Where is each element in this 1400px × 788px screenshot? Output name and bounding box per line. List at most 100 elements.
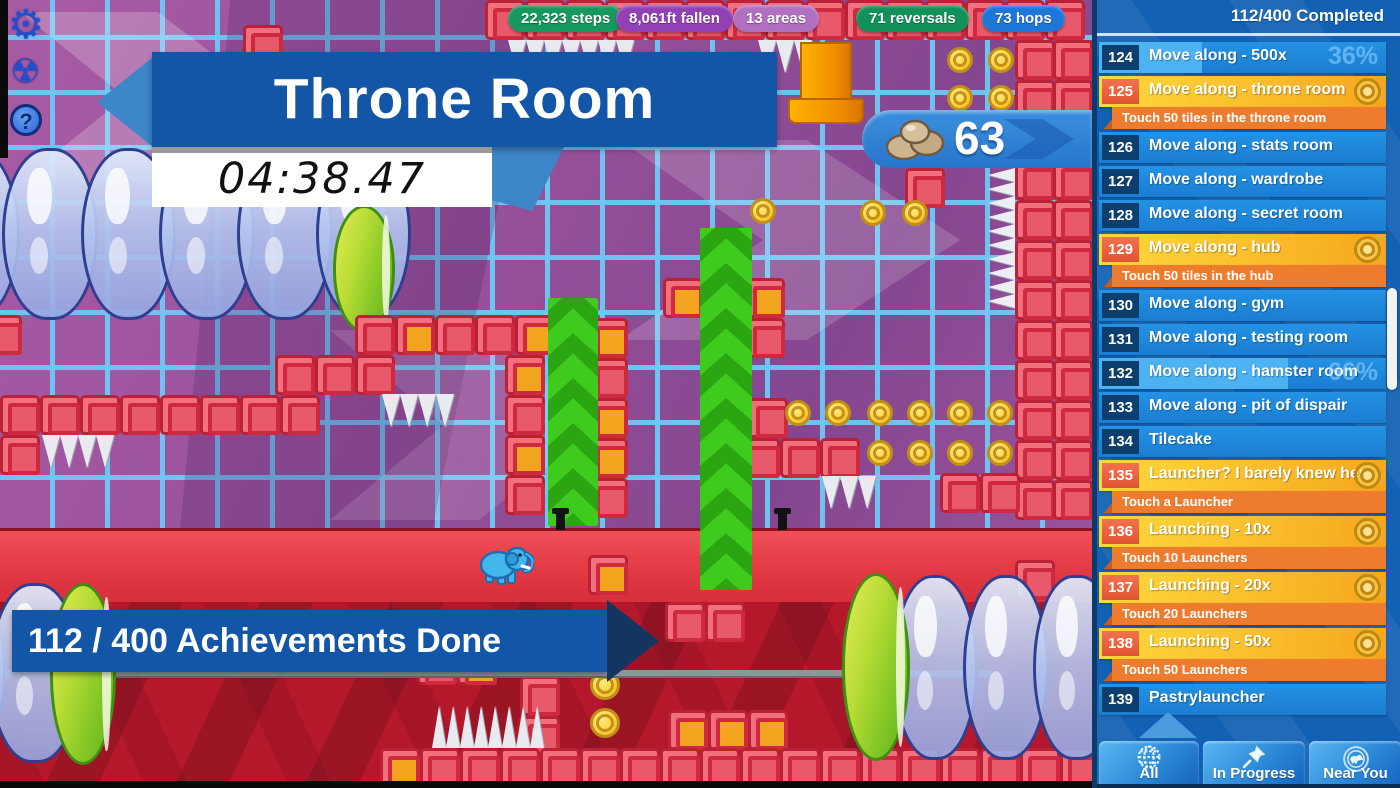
- up-chevron: [700, 308, 752, 352]
- achievement-label: Move along - gym: [1149, 295, 1285, 312]
- achievement-number: 135: [1102, 463, 1139, 488]
- coin: [907, 400, 933, 426]
- achievement-row[interactable]: 132 Move along - hamster room 66%: [1099, 358, 1386, 389]
- block-tile: [1015, 360, 1055, 400]
- up-chevron: [700, 533, 752, 577]
- coin: [947, 440, 973, 466]
- block-tile: [705, 602, 745, 642]
- spike-down: [840, 476, 858, 509]
- achievement-row[interactable]: 129 Move along - hub: [1099, 234, 1386, 265]
- elephant-icon: [1341, 744, 1371, 779]
- coin: [987, 400, 1013, 426]
- spike-down: [822, 476, 840, 509]
- achievement-row[interactable]: 127 Move along - wardrobe: [1099, 166, 1386, 197]
- stat-pill: 13 areas: [733, 5, 820, 32]
- block-tile: [1053, 320, 1092, 360]
- achievement-subtitle: Touch 50 tiles in the hub: [1104, 265, 1386, 287]
- achievement-label: Move along - stats room: [1149, 137, 1334, 154]
- achievement-row[interactable]: 126 Move along - stats room: [1099, 132, 1386, 163]
- up-chevron: [548, 298, 598, 332]
- spike-up: [460, 706, 474, 748]
- coin: [902, 200, 928, 226]
- coin: [947, 400, 973, 426]
- achievements-sidebar: 112/400 Completed 124 Move along - 500x 36…: [1092, 0, 1400, 788]
- block-tile: [315, 355, 355, 395]
- spike-left: [988, 238, 1015, 252]
- achievement-row[interactable]: 139 Pastrylauncher: [1099, 684, 1386, 715]
- block-tile: [980, 473, 1020, 513]
- achievement-row[interactable]: 134 Tilecake: [1099, 426, 1386, 457]
- block-tile: [1053, 360, 1092, 400]
- tab-all[interactable]: All: [1099, 741, 1199, 784]
- spike-left: [988, 266, 1015, 280]
- achievement-number: 134: [1102, 429, 1139, 454]
- achievement-number: 132: [1102, 361, 1139, 386]
- radiation-icon[interactable]: ☢: [10, 53, 41, 91]
- spike-down: [60, 435, 78, 468]
- block-tile: [663, 278, 703, 318]
- achievement-row[interactable]: 133 Move along - pit of dispair: [1099, 392, 1386, 423]
- plunger-stem: [800, 42, 852, 102]
- achievement-number: 128: [1102, 203, 1139, 228]
- tab-in-progress[interactable]: In Progress: [1203, 741, 1305, 784]
- spike-down: [42, 435, 60, 468]
- spike-up: [502, 706, 516, 748]
- pipe-segment: [1033, 575, 1092, 760]
- block-tile: [708, 710, 748, 750]
- spike-left: [988, 224, 1015, 238]
- room-title-banner: Throne Room: [152, 52, 777, 147]
- room-timer-box: 04:38.47: [152, 147, 492, 207]
- achievement-number: 129: [1102, 237, 1139, 262]
- achievement-row[interactable]: 125 Move along - throne room: [1099, 76, 1386, 107]
- coin: [988, 47, 1014, 73]
- achievement-label: Move along - hamster room: [1149, 363, 1358, 380]
- achievements-list: 124 Move along - 500x 36% 125 Move along - t…: [1099, 40, 1386, 788]
- block-tile: [748, 710, 788, 750]
- tab-label: In Progress: [1212, 765, 1296, 782]
- block-tile: [0, 315, 22, 355]
- question-icon[interactable]: ?: [10, 104, 42, 136]
- spike-up: [516, 706, 530, 748]
- block-tile: [1015, 320, 1055, 360]
- block-tile: [40, 395, 80, 435]
- block-tile: [395, 315, 435, 355]
- coin: [825, 400, 851, 426]
- achievement-row[interactable]: 131 Move along - testing room: [1099, 324, 1386, 355]
- coin-reward-icon: [1354, 78, 1381, 105]
- achievement-number: 136: [1102, 519, 1139, 544]
- achievement-row[interactable]: 138 Launching - 50x: [1099, 628, 1386, 659]
- banner-arrow-right: [607, 600, 659, 682]
- rock-count: 63: [954, 112, 1006, 164]
- achievement-row[interactable]: 128 Move along - secret room: [1099, 200, 1386, 231]
- gear-icon[interactable]: ⚙: [8, 3, 44, 47]
- block-tile: [435, 315, 475, 355]
- globe-icon: [1136, 744, 1162, 775]
- tab-near-you[interactable]: Near You: [1309, 741, 1400, 784]
- achievement-label: Launching - 20x: [1149, 577, 1271, 594]
- achievement-label: Pastrylauncher: [1149, 689, 1265, 706]
- coin: [860, 200, 886, 226]
- spike-up: [474, 706, 488, 748]
- block-tile: [0, 395, 40, 435]
- block-tile: [280, 395, 320, 435]
- sidebar-bottom-bar: [1097, 784, 1400, 788]
- achievement-row[interactable]: 137 Launching - 20x: [1099, 572, 1386, 603]
- scrollbar-thumb[interactable]: [1387, 288, 1397, 390]
- room-title: Throne Room: [273, 67, 656, 131]
- achievement-row[interactable]: 135 Launcher? I barely knew her: [1099, 460, 1386, 491]
- block-tile: [748, 398, 788, 438]
- coin: [907, 440, 933, 466]
- achievement-row[interactable]: 124 Move along - 500x 36%: [1099, 42, 1386, 73]
- tab-label: All: [1139, 765, 1159, 782]
- progress-percent: 66%: [1327, 358, 1378, 386]
- spike-down: [858, 476, 876, 509]
- up-chevron: [548, 468, 598, 512]
- achievement-row[interactable]: 136 Launching - 10x: [1099, 516, 1386, 547]
- achievement-row[interactable]: 130 Move along - gym: [1099, 290, 1386, 321]
- block-tile: [240, 395, 280, 435]
- spike-left: [988, 210, 1015, 224]
- achievement-number: 130: [1102, 293, 1139, 318]
- achievement-subtitle: Touch 50 Launchers: [1104, 659, 1386, 681]
- block-tile: [1015, 280, 1055, 320]
